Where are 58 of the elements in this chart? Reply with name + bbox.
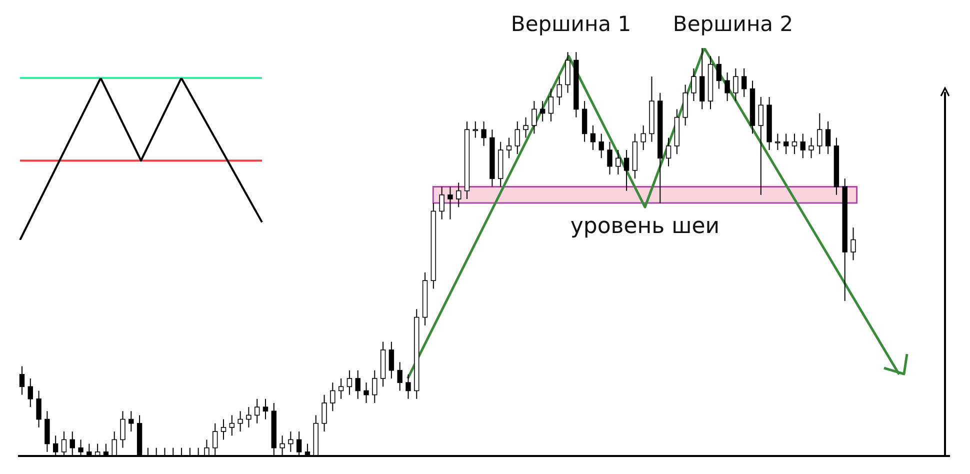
candlestick	[338, 378, 344, 400]
candlestick	[262, 398, 268, 420]
candlestick	[624, 150, 630, 192]
candlestick	[229, 414, 235, 436]
candlestick	[548, 88, 554, 122]
candlestick	[800, 133, 806, 159]
candlestick	[28, 378, 33, 408]
text: Вершина 2	[672, 12, 794, 36]
candlestick	[640, 125, 646, 150]
candlestick	[556, 76, 562, 106]
band-label: уровень шеи	[570, 214, 720, 240]
candlestick	[808, 137, 814, 159]
candlestick	[439, 186, 444, 220]
candlestick	[817, 112, 822, 155]
candlestick	[616, 150, 621, 175]
candlestick	[372, 370, 378, 404]
candlestick	[128, 410, 134, 432]
candlestick	[783, 133, 789, 155]
candlestick	[397, 362, 402, 392]
candlestick	[691, 68, 696, 102]
candlestick	[322, 394, 327, 432]
candlestick	[741, 68, 747, 98]
candlestick	[792, 133, 798, 155]
candlestick	[364, 382, 369, 404]
candlestick	[666, 137, 672, 167]
candlestick	[456, 182, 462, 208]
candlestick	[346, 370, 352, 396]
candlestick	[448, 186, 453, 220]
candlestick	[775, 133, 780, 150]
candlestick	[598, 133, 604, 159]
candlestick	[254, 398, 260, 424]
candlestick	[406, 374, 411, 400]
candlestick	[246, 406, 252, 428]
candlestick	[850, 227, 856, 261]
candlestick	[19, 366, 25, 396]
candlestick	[733, 68, 738, 102]
candlestick	[607, 141, 612, 175]
text: Вершина 1	[510, 12, 632, 36]
candlestick	[532, 100, 537, 134]
candlestick	[506, 137, 512, 159]
candlestick	[120, 410, 126, 448]
candlestick	[540, 100, 546, 122]
candlestick	[238, 410, 243, 432]
candlestick	[758, 96, 764, 196]
candlestick	[716, 56, 722, 90]
candlestick	[481, 120, 486, 146]
candlestick	[36, 390, 42, 428]
candlestick	[355, 370, 360, 400]
candlestick	[724, 72, 730, 102]
candlestick	[590, 125, 596, 150]
candlestick	[220, 418, 226, 440]
candlestick	[825, 120, 831, 155]
candlestick	[523, 116, 528, 138]
candlestick	[330, 382, 336, 412]
candlestick	[472, 120, 478, 138]
candlestick	[288, 431, 294, 452]
candlestick	[514, 120, 520, 155]
candlestick	[388, 341, 394, 379]
